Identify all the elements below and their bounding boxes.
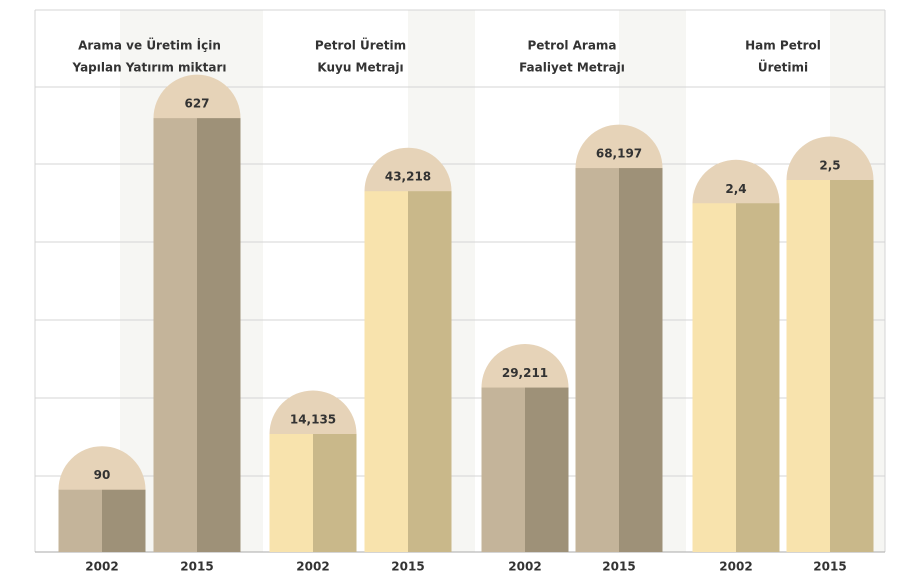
group-title: Yapılan Yatırım miktarı — [71, 61, 226, 75]
x-tick-label: 2002 — [508, 560, 541, 574]
bar — [364, 191, 452, 552]
value-label: 2,4 — [725, 182, 746, 196]
value-label: 627 — [184, 97, 209, 111]
bar — [575, 168, 663, 552]
x-tick-label: 2002 — [85, 560, 118, 574]
x-tick-label: 2015 — [813, 560, 846, 574]
group-title: Petrol Üretim — [315, 38, 406, 53]
bar — [786, 180, 874, 552]
group-title: Arama ve Üretim İçin — [78, 38, 221, 53]
group-title: Petrol Arama — [527, 39, 616, 53]
x-tick-label: 2015 — [391, 560, 424, 574]
value-label: 43,218 — [385, 170, 431, 184]
group-title: Üretimi — [758, 60, 808, 75]
bar — [153, 118, 241, 552]
value-label: 2,5 — [819, 159, 840, 173]
bar — [692, 203, 780, 552]
group-title: Ham Petrol — [745, 39, 821, 53]
group-title: Kuyu Metrajı — [317, 61, 403, 75]
bar — [481, 387, 569, 552]
value-label: 29,211 — [502, 366, 548, 380]
value-label: 14,135 — [290, 412, 336, 426]
x-tick-label: 2002 — [296, 560, 329, 574]
bar — [58, 489, 146, 552]
bar — [269, 433, 357, 552]
value-label: 68,197 — [596, 147, 642, 161]
value-label: 90 — [94, 468, 111, 482]
group-title: Faaliyet Metrajı — [519, 61, 625, 75]
x-tick-label: 2015 — [180, 560, 213, 574]
x-tick-label: 2002 — [719, 560, 752, 574]
x-tick-label: 2015 — [602, 560, 635, 574]
